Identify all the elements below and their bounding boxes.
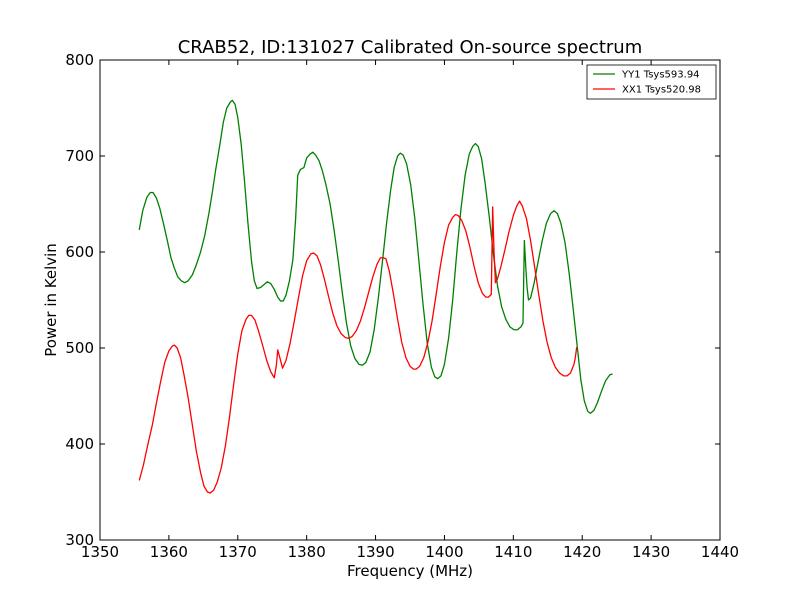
x-tick-label: 1400: [425, 543, 463, 561]
y-tick-label: 800: [65, 51, 94, 69]
y-axis-label: Power in Kelvin: [42, 243, 60, 357]
legend-box: [586, 64, 717, 100]
legend: YY1 Tsys593.94 XX1 Tsys520.98: [586, 64, 717, 100]
legend-label: YY1 Tsys593.94: [621, 70, 700, 81]
ticks-layer: 1350 1360 1370 1380 1390 1400 1410 1420 1430 1440…: [65, 51, 739, 561]
x-tick-label: 1350: [81, 543, 119, 561]
legend-label: XX1 Tsys520.98: [622, 85, 701, 96]
y-tick-label: 500: [65, 339, 94, 357]
x-tick-label: 1360: [150, 543, 188, 561]
x-tick-label: 1380: [288, 543, 326, 561]
series-layer: [138, 99, 613, 494]
y-tick-label: 600: [65, 243, 94, 261]
x-tick-label: 1370: [219, 543, 257, 561]
y-tick-label: 400: [65, 435, 94, 453]
chart-title: CRAB52, ID:131027 Calibrated On-source s…: [178, 37, 643, 58]
x-tick-label: 1390: [356, 543, 394, 561]
y-tick-label: 700: [65, 147, 94, 165]
x-tick-label: 1440: [701, 543, 739, 561]
series-line-yy1: [138, 99, 613, 414]
x-tick-label: 1420: [563, 543, 601, 561]
series-line-xx1: [138, 200, 578, 494]
x-tick-label: 1430: [632, 543, 670, 561]
x-tick-label: 1410: [494, 543, 532, 561]
plot-frame: [99, 59, 721, 541]
y-tick-label: 300: [65, 531, 94, 549]
x-axis-label: Frequency (MHz): [347, 562, 473, 580]
